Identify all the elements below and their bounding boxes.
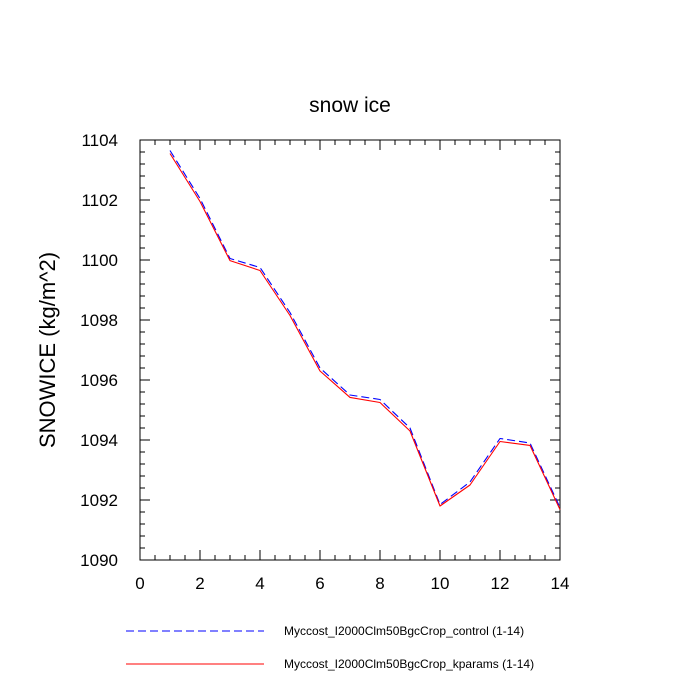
x-tick-label: 8 [375, 574, 384, 593]
y-tick-label: 1100 [81, 251, 118, 270]
x-tick-label: 2 [195, 574, 204, 593]
x-tick-label: 14 [551, 574, 570, 593]
x-tick-label: 4 [255, 574, 264, 593]
axis-ticks [139, 139, 561, 561]
x-tick-label: 10 [431, 574, 450, 593]
series-lines [169, 150, 561, 510]
y-tick-label: 1090 [80, 551, 118, 570]
plot-frame [139, 139, 561, 561]
x-tick-label: 12 [491, 574, 510, 593]
series-line-1 [169, 150, 561, 508]
y-tick-label: 1104 [81, 131, 118, 150]
y-tick-label: 1102 [81, 191, 118, 210]
legend: Myccost_I2000Clm50BgcCrop_control (1-14)… [126, 624, 534, 671]
y-tick-label: 1098 [80, 311, 118, 330]
y-tick-label: 1094 [80, 431, 118, 450]
tick-labels: 0 2 4 6 8 10 12 14 1090 1092 1094 1096 1098 1100 1102 1… [80, 131, 569, 593]
legend-label-1: Myccost_I2000Clm50BgcCrop_control (1-14) [284, 624, 524, 638]
series-line-2 [169, 153, 561, 510]
y-tick-label: 1092 [80, 491, 118, 510]
x-tick-label: 6 [315, 574, 324, 593]
y-axis-label: SNOWICE (kg/m^2) [35, 252, 60, 448]
chart-title: snow ice [309, 94, 391, 117]
x-tick-label: 0 [135, 574, 144, 593]
y-tick-label: 1096 [80, 371, 118, 390]
legend-label-2: Myccost_I2000Clm50BgcCrop_kparams (1-14) [284, 657, 534, 671]
